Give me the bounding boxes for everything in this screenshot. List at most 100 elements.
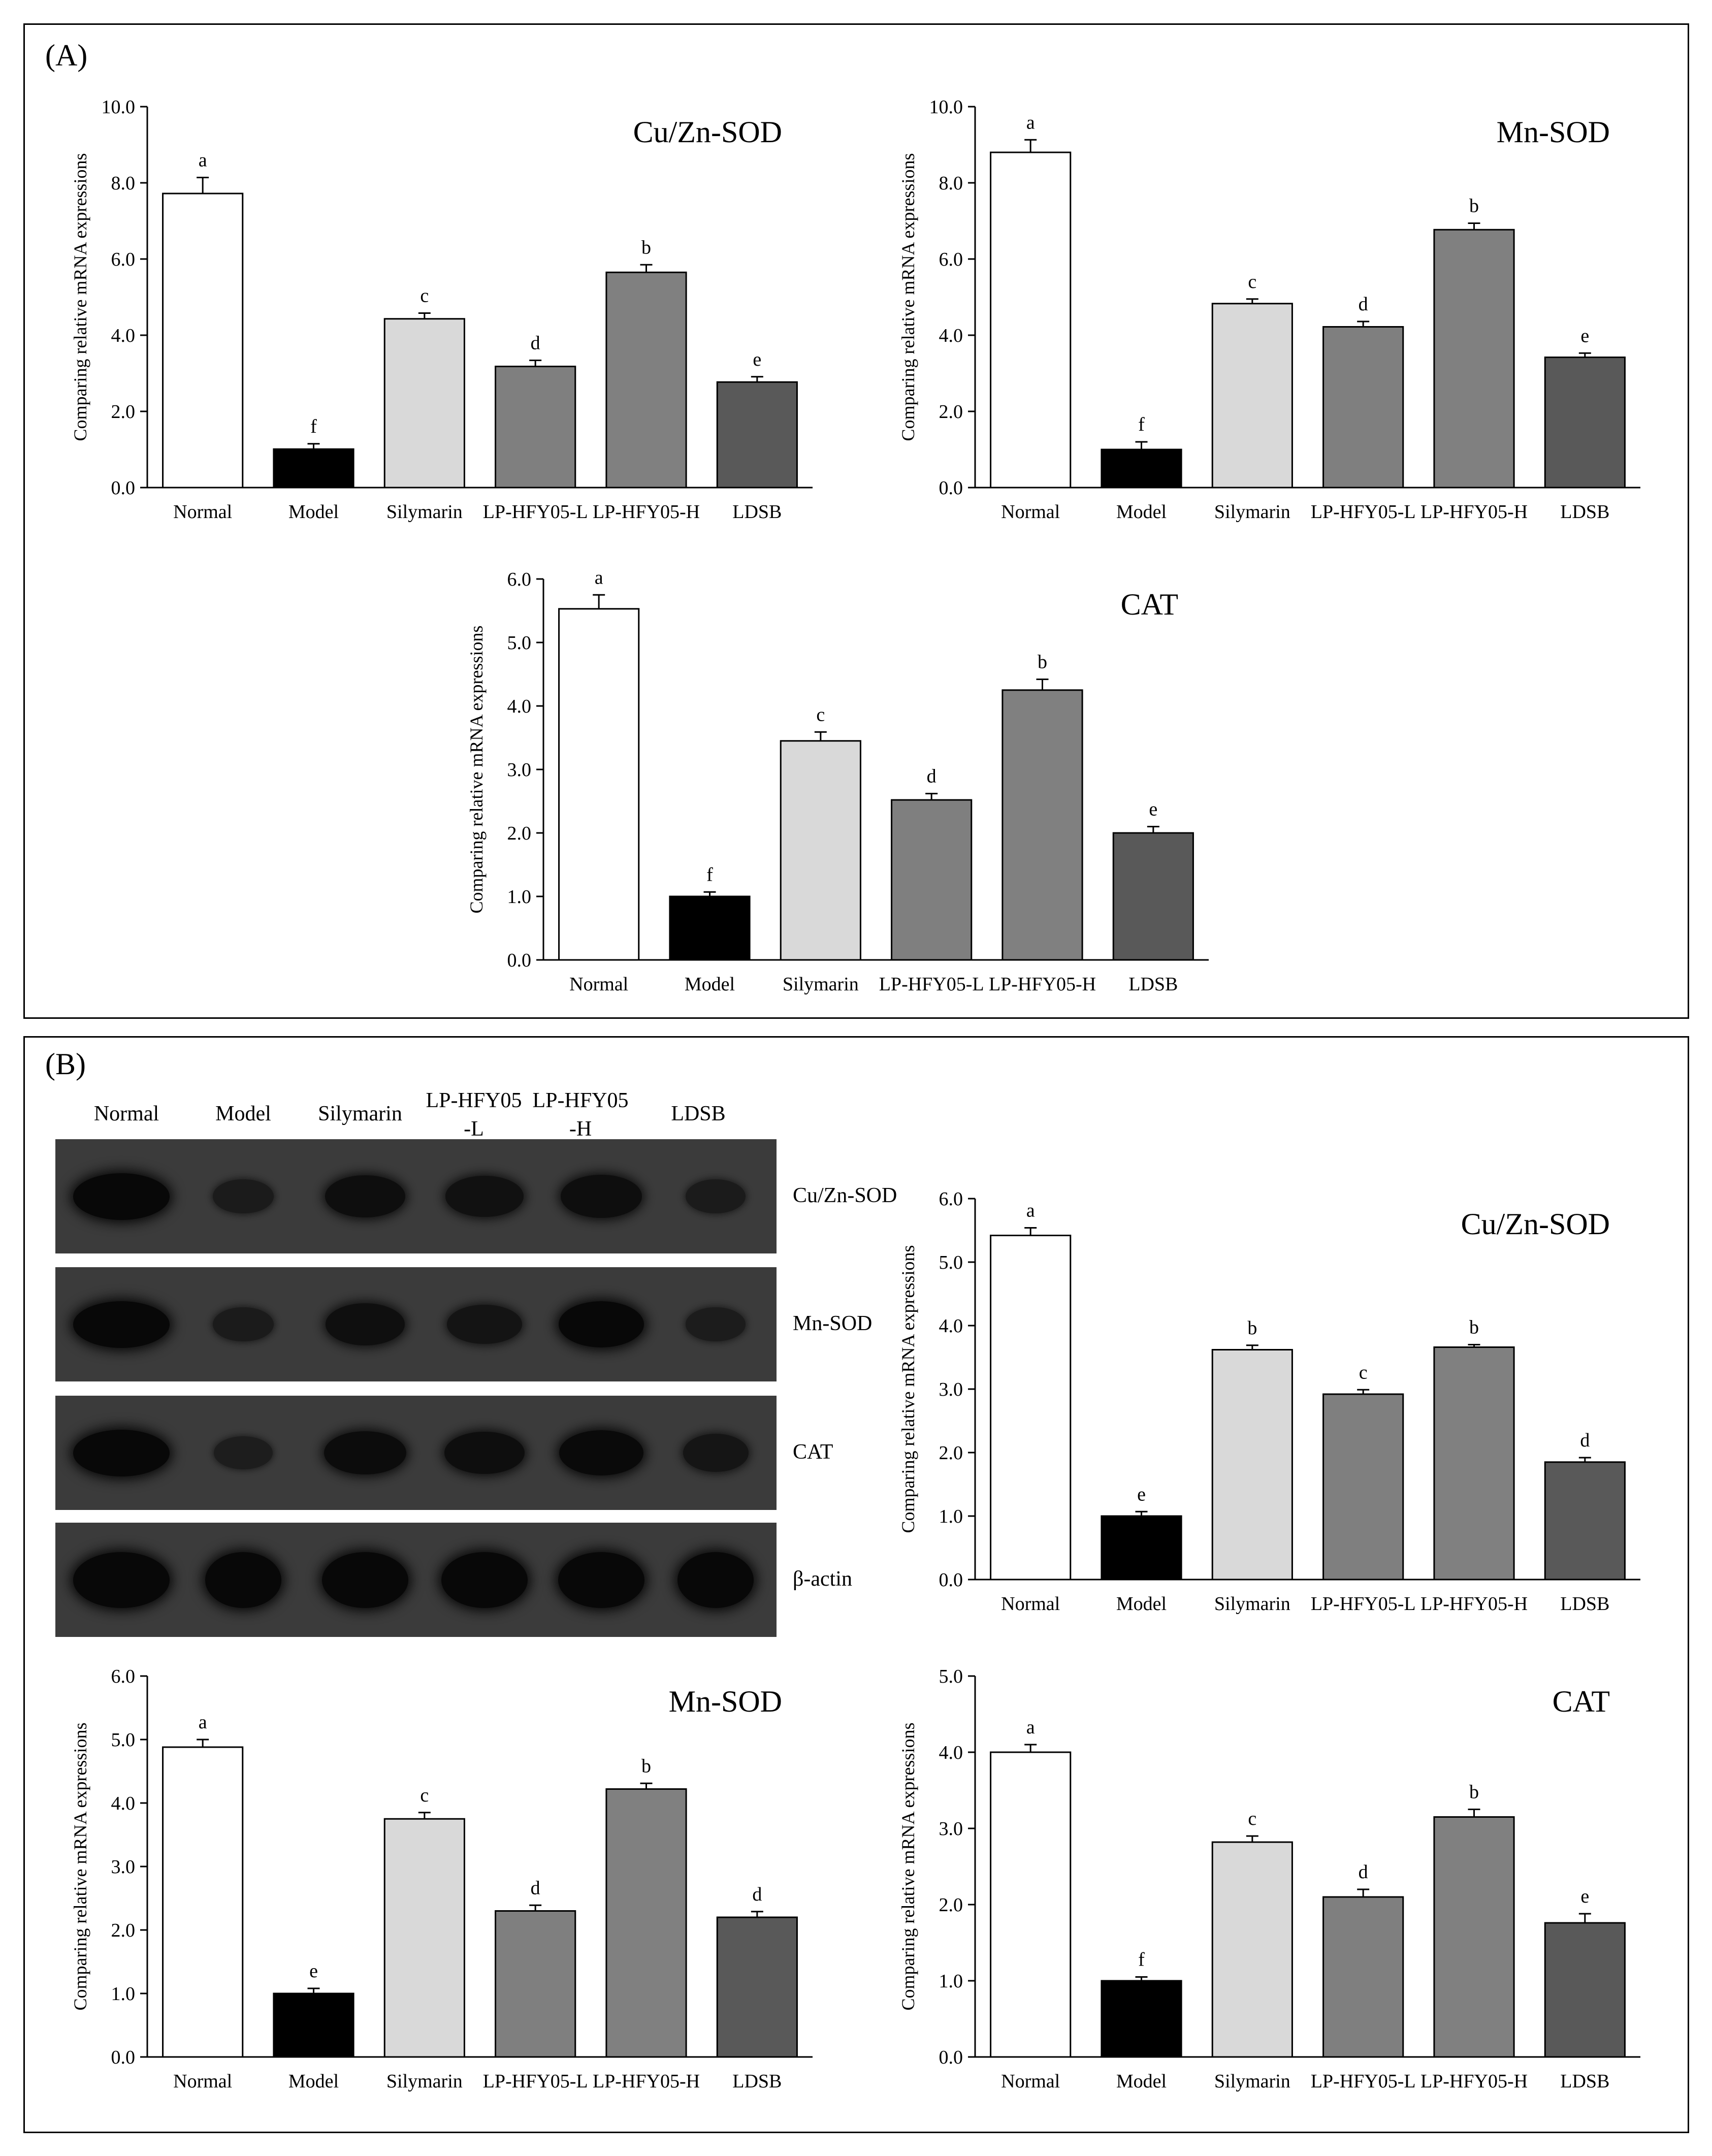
- bar: [1211, 303, 1293, 489]
- bar: [1101, 448, 1182, 489]
- bar: [1112, 832, 1194, 961]
- blot-band: [73, 1429, 170, 1476]
- x-tick-label: LP-HFY05-H: [593, 2071, 700, 2092]
- significance-letter: d: [531, 333, 540, 354]
- chart-a-mn-sod: 0.0 2.0 4.0 6.0 8.0 10.0 Comparing relative mR…: [858, 76, 1651, 523]
- y-tick-label: 1.0: [507, 886, 532, 908]
- y-tick-label: 0.0: [111, 2047, 136, 2068]
- x-tick-label: LDSB: [732, 501, 782, 523]
- significance-letter: c: [420, 285, 429, 307]
- chart-a-cuzn-sod: 0.0 2.0 4.0 6.0 8.0 10.0 Comparing relative mR…: [30, 76, 823, 523]
- blot-band: [686, 1307, 746, 1341]
- panel-a: (A): [23, 23, 1689, 1019]
- x-tick-label: Model: [1116, 2071, 1167, 2092]
- x-tick-label: Silymarin: [1214, 2071, 1290, 2092]
- y-tick-label: 2.0: [111, 1920, 136, 1941]
- chart-title: CAT: [1121, 588, 1178, 621]
- chart-b-cat: 0.0 1.0 2.0 3.0 4.0 5.0 Comparing relative mRN…: [858, 1646, 1651, 2093]
- significance-letter: a: [1026, 1200, 1035, 1221]
- bar: [1544, 357, 1626, 489]
- x-tick-label: LP-HFY05-L: [1311, 2071, 1416, 2092]
- blot-band: [558, 1552, 644, 1608]
- chart-svg: 0.0 2.0 4.0 6.0 8.0 10.0 Comparing relative mR…: [898, 96, 1640, 523]
- y-tick-label: 0.0: [111, 477, 136, 499]
- x-tick-label: LP-HFY05-H: [1420, 501, 1528, 523]
- x-tick-label: Normal: [173, 501, 232, 523]
- bar: [1322, 1393, 1404, 1581]
- blot-band: [322, 1552, 408, 1608]
- y-tick-label: 6.0: [939, 1188, 963, 1210]
- panel-b-label: (B): [45, 1047, 86, 1081]
- y-axis-label: Comparing relative mRNA expressions: [898, 153, 918, 441]
- lane-label-lp-l-line2: -L: [464, 1117, 484, 1141]
- y-tick-label: 1.0: [111, 1983, 136, 2005]
- blot-band: [324, 1431, 406, 1475]
- bar: [273, 1992, 354, 2058]
- y-tick-label: 0.0: [939, 2047, 963, 2068]
- bar: [1322, 1896, 1404, 2058]
- bar: [495, 366, 576, 489]
- significance-letter: c: [420, 1785, 429, 1806]
- panel-a-label: (A): [45, 39, 88, 72]
- y-axis-label: Comparing relative mRNA expressions: [70, 1723, 90, 2011]
- y-tick-label: 5.0: [939, 1252, 963, 1273]
- bar: [495, 1910, 576, 2058]
- chart-title: Cu/Zn-SOD: [633, 115, 782, 149]
- y-tick-label: 5.0: [507, 632, 532, 654]
- blot-band: [559, 1430, 643, 1475]
- x-tick-label: Normal: [1001, 1593, 1060, 1615]
- bar: [1211, 1841, 1293, 2058]
- blot-band: [73, 1552, 170, 1608]
- significance-letter: a: [199, 1712, 207, 1733]
- y-tick-label: 3.0: [939, 1818, 963, 1840]
- blot-band: [325, 1175, 406, 1218]
- bar: [1002, 689, 1083, 961]
- x-tick-label: Silymarin: [386, 2071, 463, 2092]
- significance-letter: c: [1248, 271, 1256, 293]
- x-tick-label: LDSB: [1128, 974, 1178, 995]
- blot-band: [325, 1303, 405, 1345]
- x-tick-label: Model: [1116, 501, 1167, 523]
- y-tick-label: 4.0: [507, 696, 532, 717]
- x-tick-label: LP-HFY05-L: [879, 974, 984, 995]
- y-tick-label: 8.0: [111, 173, 136, 194]
- blot-strip-2: [55, 1267, 777, 1381]
- y-tick-label: 10.0: [102, 96, 136, 118]
- bar: [780, 740, 861, 961]
- significance-letter: e: [309, 1960, 318, 1982]
- bar: [1433, 1346, 1515, 1581]
- lane-label-ldsb: LDSB: [671, 1102, 726, 1125]
- y-axis-label: Comparing relative mRNA expressions: [466, 626, 487, 914]
- y-tick-label: 3.0: [111, 1856, 136, 1878]
- significance-letter: e: [1137, 1484, 1146, 1505]
- bar: [383, 318, 465, 489]
- bar: [162, 1746, 244, 2058]
- bar: [558, 608, 640, 961]
- lane-label-lp-h: LP-HFY05 -H: [514, 1086, 647, 1143]
- bar: [605, 1788, 687, 2058]
- x-tick-label: Model: [685, 974, 735, 995]
- significance-letter: c: [1248, 1808, 1256, 1829]
- y-axis-label: Comparing relative mRNA expressions: [898, 1723, 918, 2011]
- blot-label-1: Cu/Zn-SOD: [793, 1183, 897, 1207]
- significance-letter: b: [641, 237, 651, 258]
- x-tick-label: Model: [288, 501, 339, 523]
- significance-letter: b: [1469, 1317, 1479, 1338]
- significance-letter: b: [1469, 196, 1479, 217]
- y-tick-label: 6.0: [111, 1666, 136, 1687]
- y-tick-label: 5.0: [939, 1666, 963, 1687]
- bar: [1433, 229, 1515, 489]
- y-tick-label: 6.0: [939, 249, 963, 270]
- bar: [1101, 1980, 1182, 2058]
- chart-svg: 0.0 2.0 4.0 6.0 8.0 10.0 Comparing relative mR…: [70, 96, 813, 523]
- blot-band: [73, 1301, 170, 1348]
- significance-letter: f: [1138, 414, 1145, 435]
- blot-band: [214, 1436, 273, 1470]
- y-tick-label: 3.0: [939, 1379, 963, 1400]
- bar: [1322, 326, 1404, 489]
- panel-b: (B) Normal Model Silymarin LP-HFY05 -L LP…: [23, 1036, 1689, 2133]
- blot-strip-1: [55, 1139, 777, 1253]
- x-tick-label: LDSB: [1560, 2071, 1609, 2092]
- lane-label-lp-h-line1: LP-HFY05: [532, 1089, 629, 1112]
- bar: [1544, 1461, 1626, 1581]
